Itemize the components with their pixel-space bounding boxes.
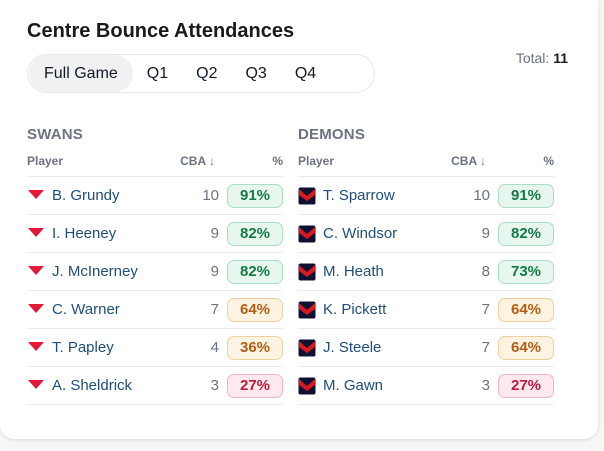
swans-logo-icon	[27, 377, 45, 395]
team-swans: SWANS Player CBA ↓ % B. Grundy 10 91% I. He…	[27, 126, 283, 405]
pct-badge: 91%	[227, 183, 283, 208]
swans-logo-icon	[27, 301, 45, 319]
table-header: Player CBA ↓ %	[27, 152, 283, 170]
pct-badge: 64%	[498, 335, 554, 360]
pct-badge: 64%	[498, 297, 554, 322]
pct-badge: 64%	[227, 297, 283, 322]
cba-count: 3	[481, 377, 490, 394]
cba-card: Centre Bounce Attendances Total: 11 Full…	[27, 20, 568, 405]
player-list: B. Grundy 10 91% I. Heeney 9 82% J. McInerney 9…	[27, 176, 283, 405]
demons-logo-icon	[298, 339, 316, 357]
swans-logo-icon	[27, 225, 45, 243]
swans-logo-icon	[27, 187, 45, 205]
cba-count: 7	[481, 301, 490, 318]
cba-count: 9	[481, 225, 490, 242]
player-row[interactable]: M. Gawn 3 27%	[298, 367, 554, 405]
cba-count: 7	[481, 339, 490, 356]
player-row[interactable]: T. Papley 4 36%	[27, 329, 283, 367]
player-list: T. Sparrow 10 91% C. Windsor 9 82% M. Heath 8 73…	[298, 176, 554, 405]
cba-count: 10	[473, 187, 490, 204]
pct-badge: 27%	[498, 373, 554, 398]
pct-badge: 82%	[227, 259, 283, 284]
tab-q4[interactable]: Q4	[294, 65, 317, 82]
pct-badge: 36%	[227, 335, 283, 360]
demons-logo-icon	[298, 377, 316, 395]
player-name[interactable]: C. Windsor	[323, 225, 398, 242]
pct-badge: 91%	[498, 183, 554, 208]
team-name: SWANS	[27, 126, 84, 143]
demons-logo-icon	[298, 187, 316, 205]
player-row[interactable]: B. Grundy 10 91%	[27, 177, 283, 215]
quarter-tabs: Full Game Q1 Q2 Q3 Q4	[27, 54, 375, 93]
swans-logo-icon	[27, 339, 45, 357]
tab-full-game[interactable]: Full Game	[29, 55, 133, 92]
team-demons: DEMONS Player CBA ↓ % T. Sparrow 10 91% C. …	[298, 126, 554, 405]
cba-count: 10	[202, 187, 219, 204]
cba-count: 3	[210, 377, 219, 394]
player-name[interactable]: T. Papley	[52, 339, 114, 356]
demons-logo-icon	[298, 301, 316, 319]
player-row[interactable]: I. Heeney 9 82%	[27, 215, 283, 253]
player-row[interactable]: M. Heath 8 73%	[298, 253, 554, 291]
cba-count: 7	[210, 301, 219, 318]
player-row[interactable]: J. Steele 7 64%	[298, 329, 554, 367]
swans-logo-icon	[27, 263, 45, 281]
player-name[interactable]: A. Sheldrick	[52, 377, 133, 394]
player-name[interactable]: K. Pickett	[323, 301, 387, 318]
player-name[interactable]: M. Gawn	[323, 377, 384, 394]
player-row[interactable]: K. Pickett 7 64%	[298, 291, 554, 329]
pct-badge: 73%	[498, 259, 554, 284]
pct-badge: 82%	[227, 221, 283, 246]
column-player: Player	[298, 154, 335, 168]
total-value: 11	[553, 50, 568, 66]
table-header: Player CBA ↓ %	[298, 152, 554, 170]
player-name[interactable]: J. McInerney	[52, 263, 138, 280]
player-row[interactable]: C. Windsor 9 82%	[298, 215, 554, 253]
column-pct: %	[272, 154, 283, 168]
cba-count: 9	[210, 225, 219, 242]
player-row[interactable]: J. McInerney 9 82%	[27, 253, 283, 291]
player-name[interactable]: I. Heeney	[52, 225, 117, 242]
cba-count: 8	[481, 263, 490, 280]
player-row[interactable]: C. Warner 7 64%	[27, 291, 283, 329]
column-cba-sort[interactable]: CBA ↓	[180, 154, 215, 168]
player-name[interactable]: C. Warner	[52, 301, 120, 318]
pct-badge: 82%	[498, 221, 554, 246]
player-name[interactable]: B. Grundy	[52, 187, 120, 204]
player-name[interactable]: M. Heath	[323, 263, 384, 280]
column-player: Player	[27, 154, 64, 168]
column-cba-sort[interactable]: CBA ↓	[451, 154, 486, 168]
player-name[interactable]: T. Sparrow	[323, 187, 395, 204]
pct-badge: 27%	[227, 373, 283, 398]
cba-count: 4	[210, 339, 219, 356]
demons-logo-icon	[298, 263, 316, 281]
total-label: Total:	[515, 50, 550, 66]
cba-count: 9	[210, 263, 219, 280]
tab-q2[interactable]: Q2	[196, 65, 218, 82]
team-name: DEMONS	[298, 126, 366, 143]
tab-q3[interactable]: Q3	[245, 65, 267, 82]
total-count: Total: 11	[516, 50, 568, 66]
player-row[interactable]: A. Sheldrick 3 27%	[27, 367, 283, 405]
column-pct: %	[543, 154, 554, 168]
player-name[interactable]: J. Steele	[323, 339, 382, 356]
card-title: Centre Bounce Attendances	[27, 20, 295, 42]
player-row[interactable]: T. Sparrow 10 91%	[298, 177, 554, 215]
tab-q1[interactable]: Q1	[146, 65, 169, 82]
demons-logo-icon	[298, 225, 316, 243]
